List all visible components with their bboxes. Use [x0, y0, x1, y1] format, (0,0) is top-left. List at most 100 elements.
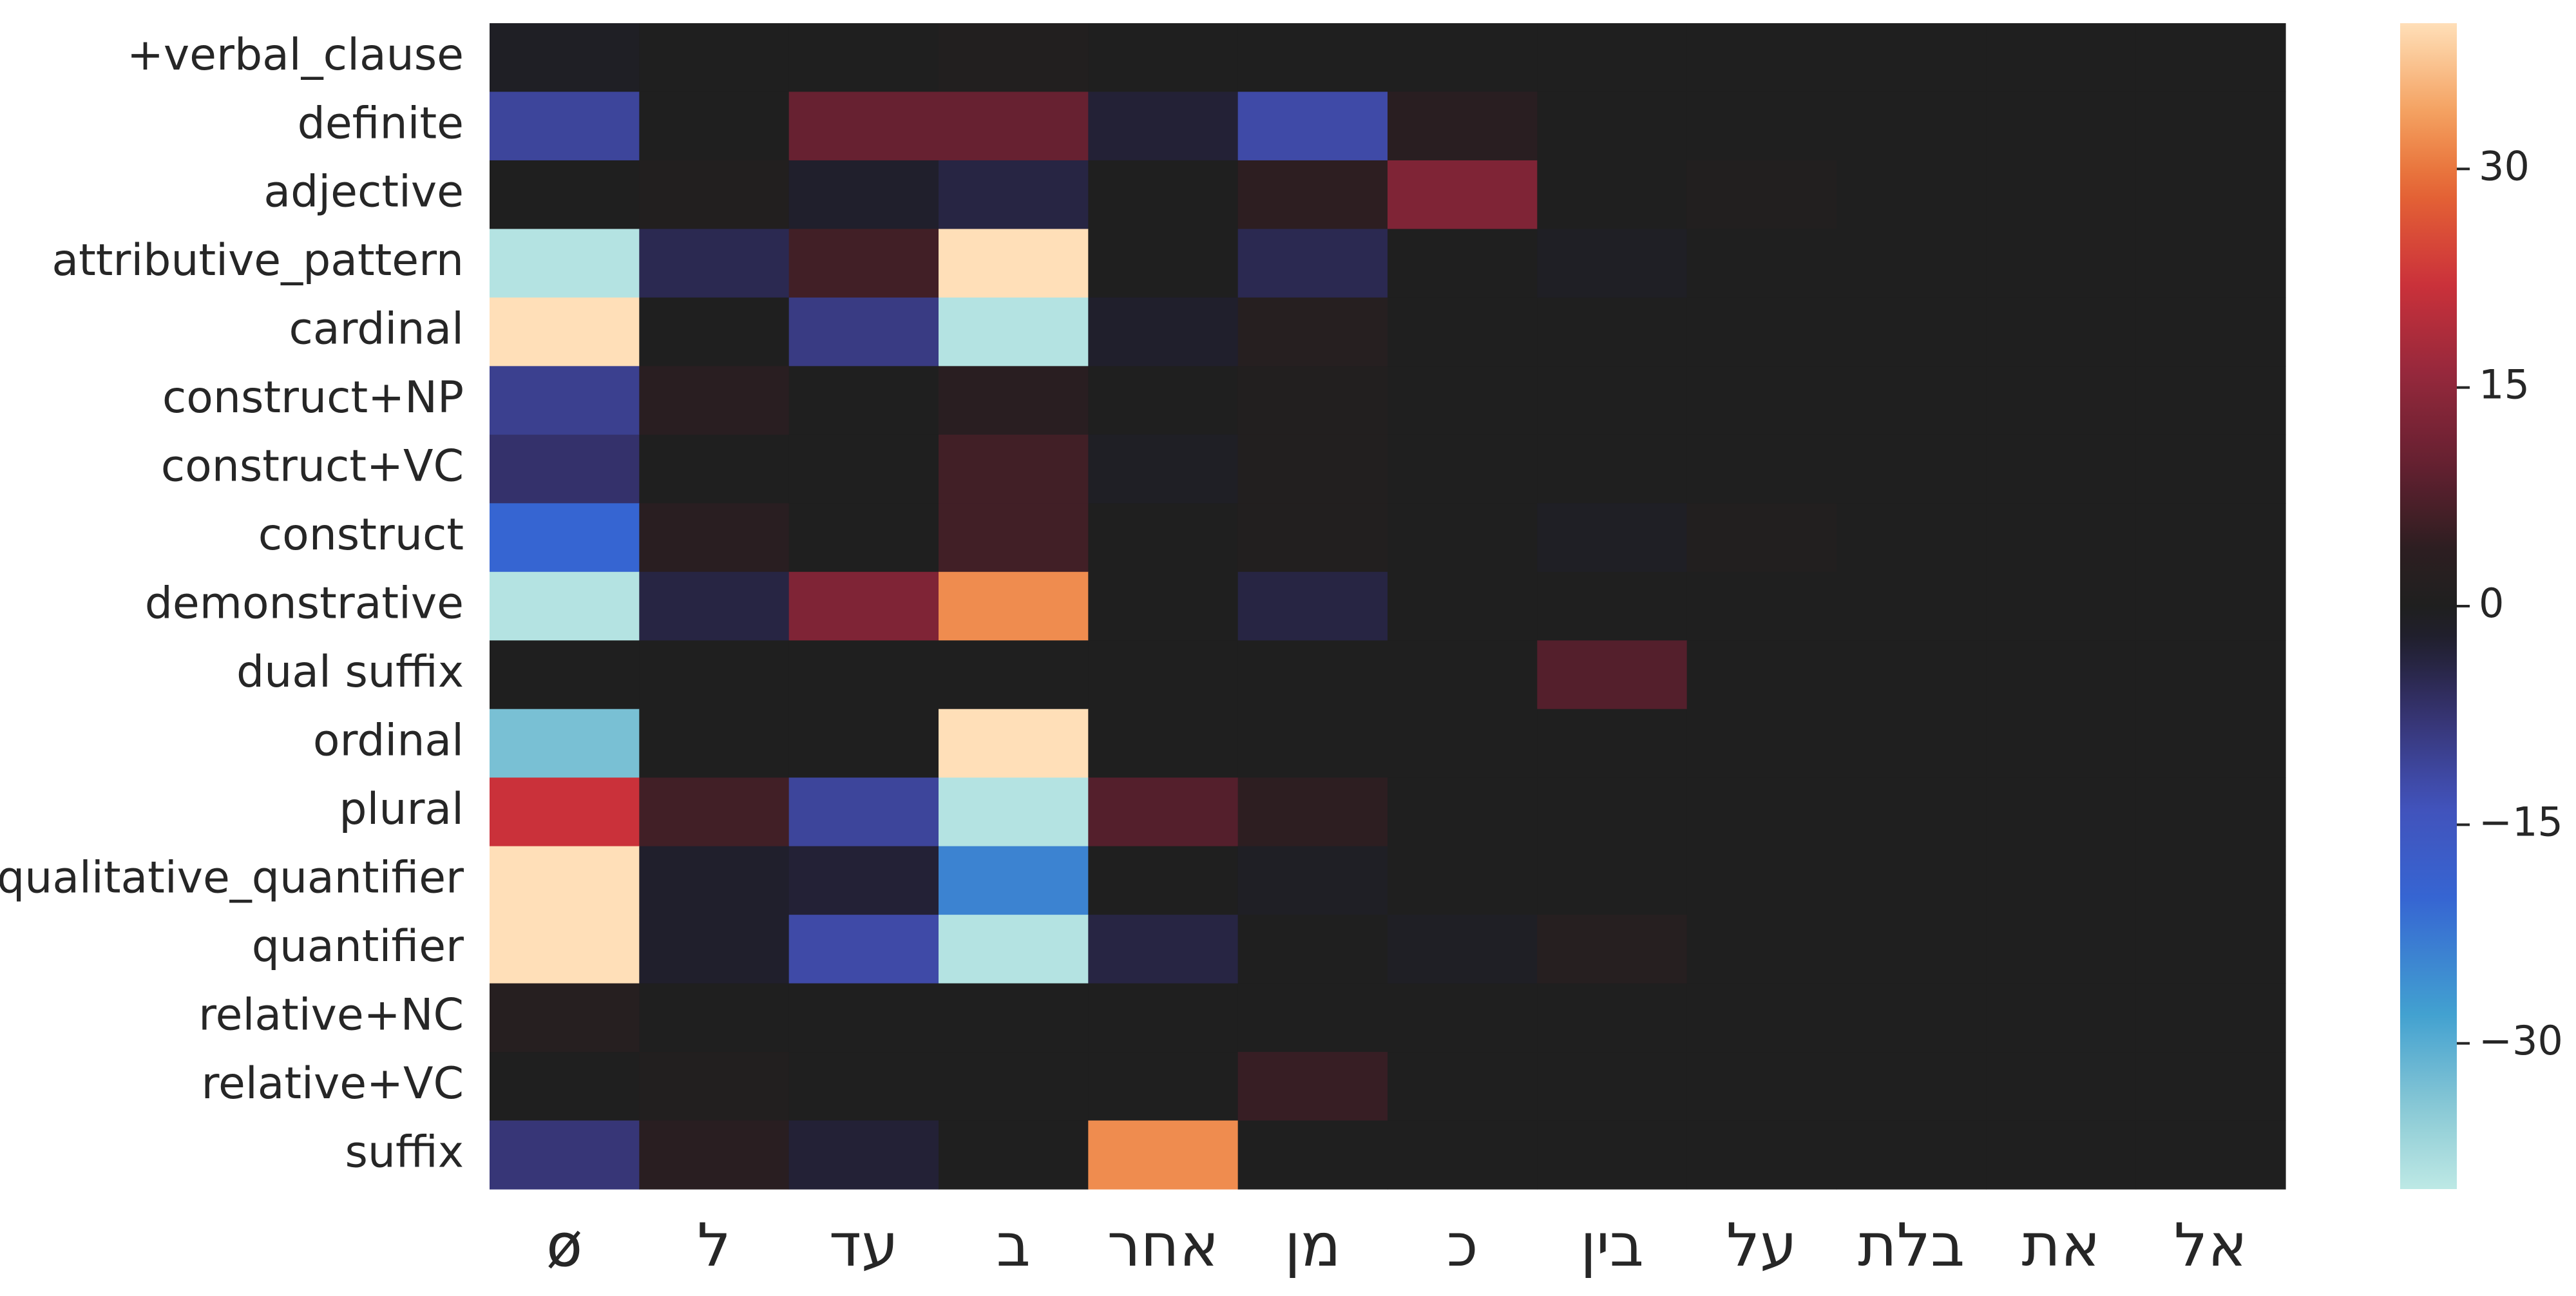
- row-label: plural: [339, 784, 464, 835]
- heatmap-cell: [2135, 91, 2286, 161]
- heatmap-cell: [1237, 23, 1388, 93]
- heatmap-cell: [1986, 1120, 2137, 1190]
- column-label: על: [1726, 1211, 1797, 1280]
- heatmap-cell: [639, 1120, 790, 1190]
- colorbar-ticks: 30 15 0 −15 −30: [2457, 142, 2563, 1064]
- heatmap-cell: [1986, 915, 2137, 984]
- heatmap-cell: [1537, 434, 1688, 504]
- heatmap-cell: [1837, 640, 1987, 710]
- heatmap-cell: [1686, 777, 1837, 847]
- heatmap-cell: [1686, 571, 1837, 641]
- heatmap-cell: [1837, 1120, 1987, 1190]
- heatmap-cell: [1388, 229, 1538, 298]
- heatmap-cell: [639, 1052, 790, 1121]
- heatmap-cell: [490, 160, 640, 230]
- heatmap-cell: [2135, 777, 2286, 847]
- heatmap-cell: [939, 640, 1089, 710]
- heatmap-cell: [1537, 640, 1688, 710]
- heatmap-cell: [1237, 366, 1388, 435]
- row-labels: +verbal_clause definite adjective attributi…: [0, 30, 464, 1178]
- column-label: כ: [1447, 1211, 1478, 1280]
- heatmap-cell: [939, 503, 1089, 573]
- row-label: +verbal_clause: [127, 30, 464, 81]
- heatmap-cell: [1986, 571, 2137, 641]
- heatmap-cell: [2135, 915, 2286, 984]
- heatmap-cell: [1686, 91, 1837, 161]
- heatmap-cell: [1986, 983, 2137, 1053]
- heatmap-cell: [788, 777, 939, 847]
- heatmap-cell: [1837, 983, 1987, 1053]
- heatmap-cell: [939, 709, 1089, 778]
- heatmap-cell: [1237, 229, 1388, 298]
- heatmap-cell: [490, 983, 640, 1053]
- heatmap-cell: [1237, 1052, 1388, 1121]
- heatmap-cell: [1237, 777, 1388, 847]
- heatmap-cell: [939, 1052, 1089, 1121]
- heatmap-cell: [1837, 777, 1987, 847]
- heatmap-cell: [788, 915, 939, 984]
- heatmap-cell: [490, 1052, 640, 1121]
- heatmap-cell: [788, 23, 939, 93]
- heatmap-cell: [788, 846, 939, 915]
- heatmap-cell: [490, 229, 640, 298]
- heatmap-cell: [1088, 434, 1239, 504]
- row-label: cardinal: [289, 304, 464, 355]
- heatmap-cell: [2135, 846, 2286, 915]
- heatmap-cell: [1388, 640, 1538, 710]
- heatmap-cell: [490, 23, 640, 93]
- row-label: quantifier: [252, 921, 464, 972]
- heatmap-cell: [2135, 1120, 2286, 1190]
- heatmap-cell: [2135, 709, 2286, 778]
- heatmap-cell: [1237, 297, 1388, 367]
- heatmap-cell: [1686, 229, 1837, 298]
- heatmap-cell: [1388, 571, 1538, 641]
- heatmap-cell: [2135, 503, 2286, 573]
- heatmap-cell: [1537, 366, 1688, 435]
- heatmap-cell: [1986, 160, 2137, 230]
- heatmap-cell: [939, 229, 1089, 298]
- heatmap-cell: [639, 503, 790, 573]
- heatmap-cell: [639, 983, 790, 1053]
- heatmap-cell: [1986, 91, 2137, 161]
- heatmap-cell: [1537, 297, 1688, 367]
- heatmap-cell: [1088, 915, 1239, 984]
- heatmap-cell: [1837, 915, 1987, 984]
- heatmap-cell: [1237, 160, 1388, 230]
- heatmap-cell: [2135, 297, 2286, 367]
- heatmap-cells: [490, 23, 2286, 1190]
- heatmap-cell: [639, 366, 790, 435]
- heatmap-cell: [939, 160, 1089, 230]
- heatmap-cell: [1686, 640, 1837, 710]
- heatmap-cell: [1388, 1052, 1538, 1121]
- heatmap-cell: [788, 1120, 939, 1190]
- heatmap-cell: [1088, 983, 1239, 1053]
- heatmap-cell: [1088, 503, 1239, 573]
- row-label: definite: [298, 98, 464, 149]
- heatmap-cell: [1837, 297, 1987, 367]
- column-label: עד: [829, 1211, 899, 1280]
- heatmap-cell: [1986, 777, 2137, 847]
- heatmap-cell: [1537, 229, 1688, 298]
- heatmap-cell: [1686, 983, 1837, 1053]
- heatmap-cell: [490, 297, 640, 367]
- heatmap-cell: [2135, 983, 2286, 1053]
- heatmap-cell: [1686, 1052, 1837, 1121]
- heatmap-cell: [1686, 297, 1837, 367]
- heatmap-cell: [1237, 709, 1388, 778]
- heatmap-cell: [639, 91, 790, 161]
- heatmap-cell: [639, 160, 790, 230]
- heatmap-cell: [788, 160, 939, 230]
- colorbar-tick-label: 0: [2479, 580, 2504, 627]
- heatmap-cell: [639, 571, 790, 641]
- row-label: adjective: [263, 167, 464, 218]
- heatmap-cell: [788, 983, 939, 1053]
- heatmap-cell: [1088, 160, 1239, 230]
- heatmap-cell: [788, 297, 939, 367]
- heatmap-cell: [788, 571, 939, 641]
- column-label: ל: [697, 1211, 730, 1280]
- heatmap-cell: [1388, 983, 1538, 1053]
- heatmap-cell: [1986, 503, 2137, 573]
- heatmap-cell: [1388, 91, 1538, 161]
- heatmap-cell: [1537, 23, 1688, 93]
- column-label: מן: [1284, 1211, 1341, 1280]
